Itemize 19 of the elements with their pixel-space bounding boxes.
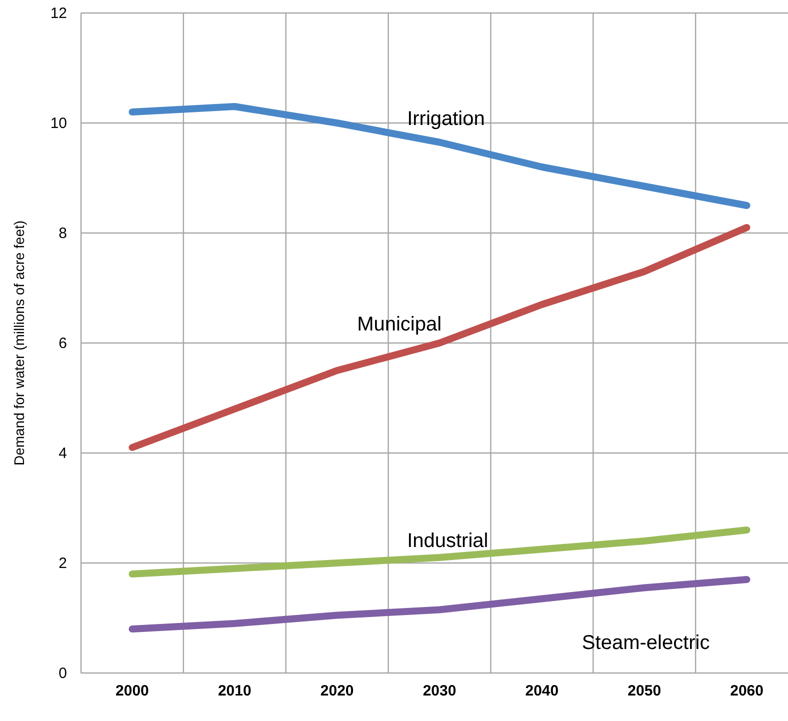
y-tick-label: 8 bbox=[58, 224, 67, 242]
x-tick-label: 2040 bbox=[525, 682, 559, 700]
series-label: Irrigation bbox=[407, 108, 485, 130]
y-tick-label: 10 bbox=[50, 114, 67, 132]
x-tick-label: 2030 bbox=[422, 682, 456, 700]
y-tick-label: 4 bbox=[58, 444, 67, 462]
x-tick-label: 2000 bbox=[116, 682, 149, 700]
x-tick-label: 2060 bbox=[730, 682, 764, 700]
y-tick-label: 2 bbox=[58, 554, 67, 572]
x-tick-label: 2050 bbox=[628, 682, 662, 700]
series-label: Steam-electric bbox=[582, 632, 710, 654]
y-tick-label: 12 bbox=[50, 4, 67, 22]
series-label: Municipal bbox=[357, 314, 442, 336]
x-tick-label: 2020 bbox=[320, 682, 354, 700]
y-tick-label: 0 bbox=[58, 664, 67, 682]
y-axis-title: Demand for water (millions of acre feet) bbox=[11, 220, 27, 466]
series-label: Industrial bbox=[407, 530, 488, 552]
y-tick-label: 6 bbox=[58, 334, 67, 352]
x-tick-label: 2010 bbox=[218, 682, 252, 700]
